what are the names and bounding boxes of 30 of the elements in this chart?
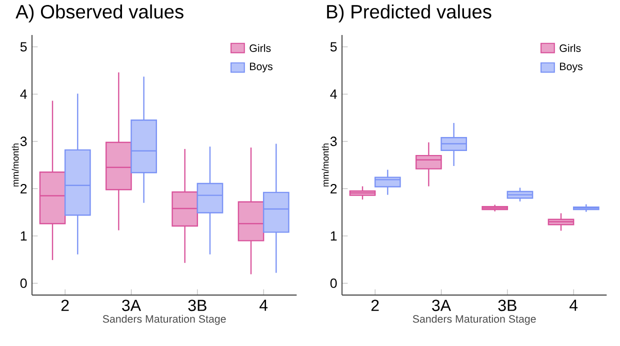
y-tick-label: 1 [20,231,27,241]
x-tick-label: 2 [61,300,69,312]
x-tick-label: 3B [188,300,206,312]
x-axis-title: Sanders Maturation Stage [412,315,536,325]
legend-label: Boys [250,62,273,72]
chart-title: A) Observed values [16,4,184,22]
y-tick-label: 1 [330,231,337,241]
y-tick-label: 4 [330,90,337,99]
x-tick-label: 2 [371,300,379,312]
legend-label: Girls [560,44,581,52]
y-tick-label: 2 [20,184,27,194]
x-tick-label: 4 [260,300,268,311]
y-axis-title: mm/month [322,144,329,187]
y-tick-label: 4 [20,90,27,99]
x-tick-label: 3B [498,300,516,312]
y-tick-label: 3 [20,136,27,146]
y-tick-label: 0 [20,278,27,288]
x-tick-label: 3A [122,300,142,312]
y-axis-title: mm/month [12,144,19,187]
y-tick-label: 3 [330,136,337,146]
y-tick-label: 5 [330,42,337,52]
y-tick-label: 0 [330,278,337,288]
x-axis-title: Sanders Maturation Stage [102,315,226,325]
legend-label: Boys [560,62,583,72]
x-tick-label: 3A [432,300,452,312]
x-tick-label: 4 [570,300,578,311]
y-tick-label: 2 [330,184,337,194]
chart-title: B) Predicted values [327,4,492,22]
legend-label: Girls [250,44,271,52]
y-tick-label: 5 [20,42,27,52]
